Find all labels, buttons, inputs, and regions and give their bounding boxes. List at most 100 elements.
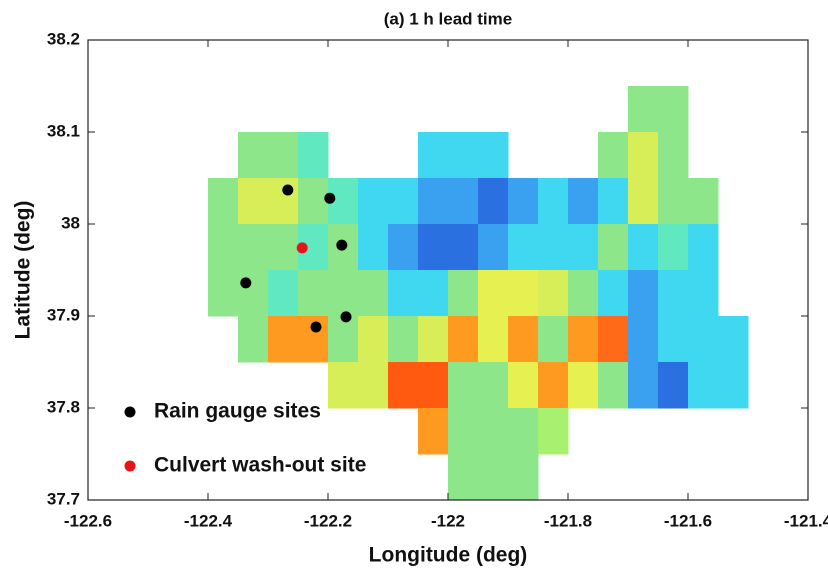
field-cell [448,270,479,317]
field-cell [538,178,569,225]
field-cell [418,316,449,363]
legend-marker [124,406,136,418]
field-cell [598,224,629,271]
y-tick-label: 37.9 [47,305,80,324]
y-tick-label: 38.2 [47,29,80,48]
field-cell [208,270,239,317]
point [310,321,322,333]
field-cell [658,224,689,271]
field-cell [358,316,389,363]
field-cell [448,408,479,455]
field-cell [448,362,479,409]
field-cell [658,270,689,317]
field-cell [268,316,299,363]
field-cell [388,178,419,225]
field-cell [388,270,419,317]
point [336,239,348,251]
field-cell [598,316,629,363]
field-cell [298,270,329,317]
field-cell [508,270,539,317]
field-cell [478,362,509,409]
field-cell [268,178,299,225]
field-cell [418,224,449,271]
field-cell [568,362,599,409]
field-cell [388,316,419,363]
field-cell [418,178,449,225]
x-axis-label: Longitude (deg) [369,544,528,567]
field-cell [598,178,629,225]
x-tick-label: -122 [431,511,465,530]
field-cell [238,270,269,317]
y-tick-label: 37.7 [47,489,80,508]
field-cell [628,316,659,363]
field-cell [628,86,659,133]
field-cell [508,224,539,271]
field-cell [538,316,569,363]
field-cell [598,270,629,317]
x-tick-label: -122.6 [64,511,112,530]
field-cell [508,454,539,501]
field-cell [538,224,569,271]
y-axis-label: Latitude (deg) [12,201,35,340]
field-cell [658,86,689,133]
legend-label: Rain gauge sites [154,400,321,423]
field-cell [658,178,689,225]
field-cell [268,132,299,179]
field-cell [448,454,479,501]
field-cell [478,408,509,455]
legend-label: Culvert wash-out site [154,454,366,477]
field-cell [448,316,479,363]
field-cell [358,224,389,271]
point [324,192,336,204]
y-tick-label: 38.1 [47,121,80,140]
field-cell [508,408,539,455]
field-cell [448,132,479,179]
field-cell [568,316,599,363]
y-tick-label: 38 [61,213,80,232]
y-tick-label: 37.8 [47,397,80,416]
point [282,184,294,196]
field-cell [688,270,719,317]
point [296,242,308,254]
field-cell [418,362,449,409]
field-cell [358,178,389,225]
point [240,277,252,289]
field-cell [328,270,359,317]
field-cell [328,362,359,409]
field-cell [328,316,359,363]
field-cell [538,362,569,409]
legend-marker [124,460,136,472]
field-cell [718,362,749,409]
field-cell [478,132,509,179]
point [340,311,352,323]
field-cell [538,408,569,455]
field-cell [508,316,539,363]
field-cell [238,178,269,225]
field-cell [688,316,719,363]
x-tick-label: -121.8 [544,511,592,530]
field-cell [298,132,329,179]
field-cell [658,316,689,363]
field-cell [688,362,719,409]
field-cell [388,224,419,271]
field-cell [658,362,689,409]
field-cell [568,178,599,225]
field-cell [568,224,599,271]
field-cell [448,224,479,271]
field-cell [628,132,659,179]
x-tick-label: -122.4 [184,511,233,530]
field-cell [628,224,659,271]
field-cell [478,316,509,363]
field-cell [508,178,539,225]
field-cell [388,362,419,409]
x-tick-label: -121.6 [664,511,712,530]
field-cell [658,132,689,179]
field-cell [478,224,509,271]
field-cell [418,408,449,455]
field-cell [508,362,539,409]
field-cell [478,454,509,501]
field-cell [688,224,719,271]
field-cell [418,270,449,317]
field-cell [538,270,569,317]
